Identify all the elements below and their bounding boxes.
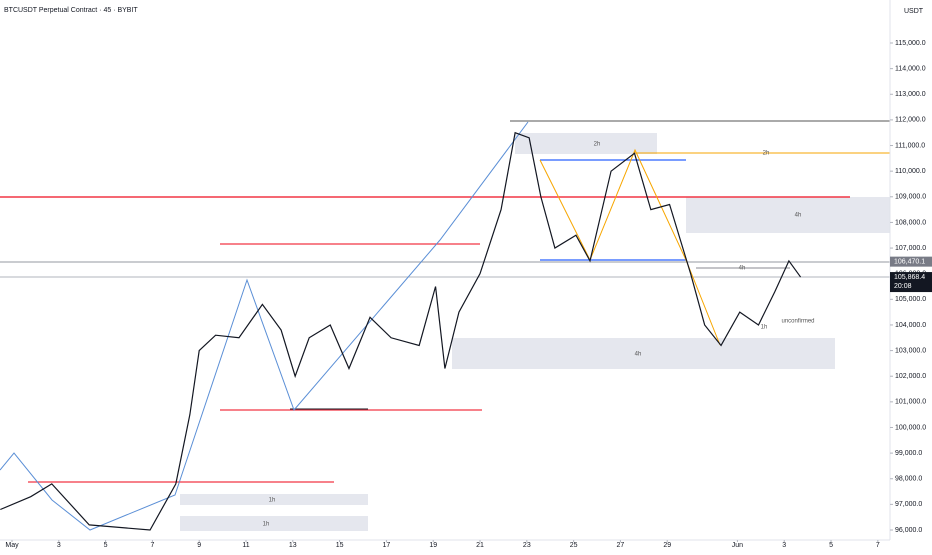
x-tick-label: 17 xyxy=(383,542,391,549)
y-tick-label: 112,000.0 xyxy=(895,117,926,124)
zone-label: 1h xyxy=(269,498,276,504)
y-tick-label: 98,000.0 xyxy=(895,476,922,483)
x-tick-label: 15 xyxy=(336,542,344,549)
x-tick-label: May xyxy=(5,542,19,549)
zone-label: 2h xyxy=(594,142,601,148)
drawings: 2h 4h 4h 1h 1h 2h 4h 1h unconfirmed xyxy=(0,120,890,531)
zone-label: 1h xyxy=(761,325,768,331)
price-line xyxy=(0,131,802,531)
y-tick-label: 110,000.0 xyxy=(895,168,926,175)
x-tick-label: 19 xyxy=(429,542,437,549)
x-tick-label: 5 xyxy=(104,542,108,549)
x-tick-label: 21 xyxy=(476,542,484,549)
x-tick-label: 23 xyxy=(523,542,531,549)
y-tick-label: 104,000.0 xyxy=(895,322,926,329)
x-tick-label: 7 xyxy=(150,542,154,549)
y-tick-label: 99,000.0 xyxy=(895,450,922,457)
countdown: 20:08 xyxy=(894,283,912,290)
y-tick-label: 109,000.0 xyxy=(895,194,926,201)
x-tick-label: 3 xyxy=(57,542,61,549)
y-tick-label: 101,000.0 xyxy=(895,399,926,406)
y-tick-label: 114,000.0 xyxy=(895,65,926,72)
x-tick-label: 25 xyxy=(570,542,578,549)
y-tick-label: 107,000.0 xyxy=(895,245,926,252)
y-tick-label: 102,000.0 xyxy=(895,373,926,380)
zone-label: 2h xyxy=(763,151,770,157)
x-tick-label: 11 xyxy=(242,542,249,549)
y-tick-label: 111,000.0 xyxy=(895,142,925,149)
y-tick-label: 105,000.0 xyxy=(895,296,926,303)
zone xyxy=(180,516,368,531)
x-tick-label: 7 xyxy=(876,542,880,549)
x-tick-label: 9 xyxy=(197,542,201,549)
zigzag xyxy=(539,148,721,346)
currency: USDT xyxy=(904,8,924,15)
price-label-box xyxy=(890,272,932,293)
x-tick-label: 5 xyxy=(829,542,833,549)
price-label: 105,868.4 xyxy=(894,274,925,281)
x-tick-label: Jun xyxy=(732,542,743,549)
zone-label: unconfirmed xyxy=(781,319,814,325)
y-tick-label: 108,000.0 xyxy=(895,219,926,226)
zone-label: 4h xyxy=(795,213,802,219)
price-label: 106,470.1 xyxy=(894,258,925,265)
y-tick-label: 115,000.0 xyxy=(895,40,926,47)
price-label-box xyxy=(890,256,932,267)
x-tick-label: 3 xyxy=(782,542,786,549)
zone-label: 4h xyxy=(739,266,746,272)
zone xyxy=(180,494,368,505)
zone xyxy=(515,133,657,154)
zone-label: 4h xyxy=(635,352,642,358)
y-tick-label: 113,000.0 xyxy=(895,91,926,98)
x-tick-label: 27 xyxy=(617,542,625,549)
zone-label: 1h xyxy=(263,522,270,528)
x-tick-label: 13 xyxy=(289,542,297,549)
chart-title: BTCUSDT Perpetual Contract · 45 · BYBIT xyxy=(4,7,138,14)
y-tick-label: 103,000.0 xyxy=(895,347,926,354)
x-tick-label: 29 xyxy=(663,542,671,549)
y-tick-label: 96,000.0 xyxy=(895,527,922,534)
y-tick-label: 97,000.0 xyxy=(895,501,922,508)
zigzag xyxy=(0,121,529,531)
zone xyxy=(452,338,835,369)
y-tick-label: 100,000.0 xyxy=(895,424,926,431)
zone xyxy=(686,197,890,233)
